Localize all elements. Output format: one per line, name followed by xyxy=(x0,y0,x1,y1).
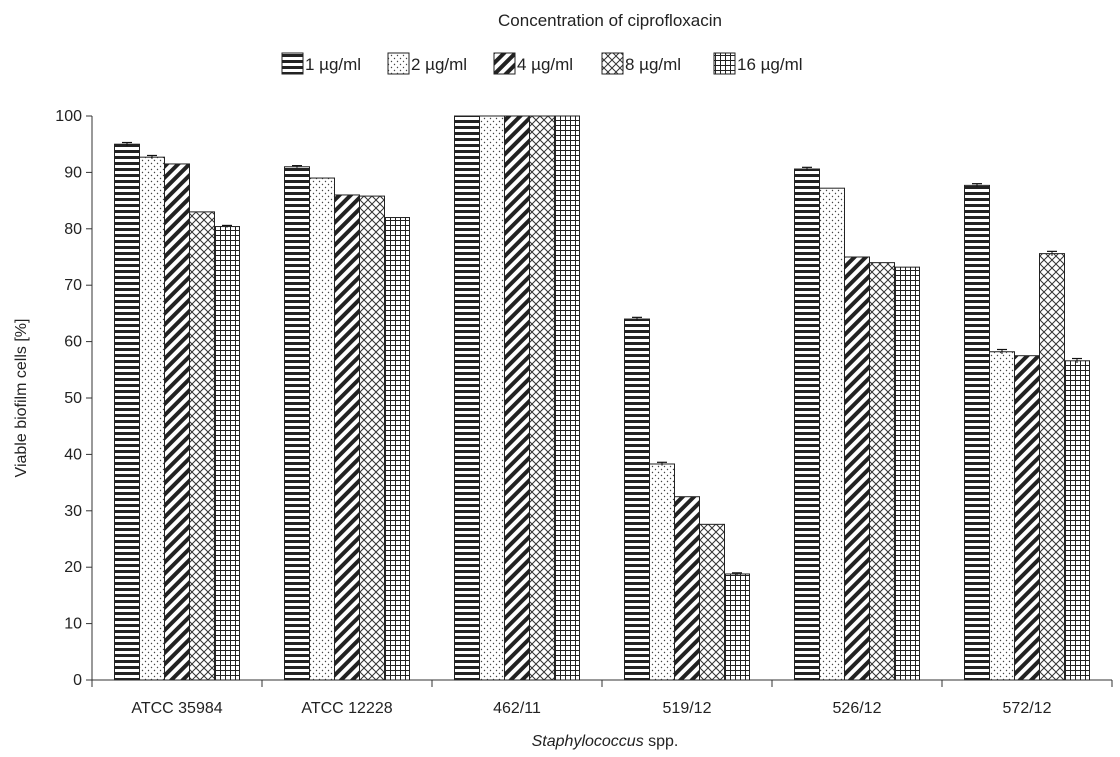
bar-5-5 xyxy=(894,266,920,681)
y-axis-title: Viable biofilm cells [%] xyxy=(13,319,30,478)
legend-label-1: 1 µg/ml xyxy=(305,55,361,74)
bar-4-4 xyxy=(699,523,725,681)
bars xyxy=(114,115,1090,681)
bar-4-1 xyxy=(624,318,650,681)
x-tick-label-4: 519/12 xyxy=(663,700,712,717)
legend-swatch-3 xyxy=(493,52,516,75)
legend-label-5: 16 µg/ml xyxy=(737,55,803,74)
y-tick-label-70: 70 xyxy=(64,277,82,294)
bar-5-2 xyxy=(819,187,845,681)
bar-1-5 xyxy=(214,226,240,681)
legend-label-3: 4 µg/ml xyxy=(517,55,573,74)
x-tick-label-5: 526/12 xyxy=(833,700,882,717)
bar-6-3 xyxy=(1014,355,1040,681)
bar-6-5 xyxy=(1064,360,1090,681)
bar-5-1 xyxy=(794,168,820,681)
bar-2-5 xyxy=(384,217,410,681)
legend-title: Concentration of ciprofloxacin xyxy=(498,11,722,30)
x-axis-title-rest: spp. xyxy=(644,733,679,750)
bar-3-3 xyxy=(504,115,530,681)
legend-swatch-2 xyxy=(387,52,410,75)
bar-2-2 xyxy=(309,177,335,681)
x-tick-label-3: 462/11 xyxy=(493,700,541,717)
bar-4-5 xyxy=(724,573,750,681)
bar-1-3 xyxy=(164,163,190,681)
bar-4-3 xyxy=(674,496,700,681)
bar-2-4 xyxy=(359,195,385,681)
x-tick-label-2: ATCC 12228 xyxy=(301,700,392,717)
y-tick-label-10: 10 xyxy=(64,616,82,633)
legend-label-4: 8 µg/ml xyxy=(625,55,681,74)
bar-3-2 xyxy=(479,115,505,681)
bar-4-2 xyxy=(649,463,675,681)
bar-5-3 xyxy=(844,256,870,681)
bar-2-1 xyxy=(284,166,310,681)
y-tick-label-20: 20 xyxy=(64,559,82,576)
bar-6-2 xyxy=(989,351,1015,681)
bar-3-1 xyxy=(454,115,480,681)
legend-swatch-4 xyxy=(601,52,624,75)
x-axis-title: Staphylococcus spp. xyxy=(532,733,679,750)
y-tick-label-40: 40 xyxy=(64,446,82,463)
y-tick-label-60: 60 xyxy=(64,334,82,351)
legend-swatch-5 xyxy=(713,52,736,75)
legend-label-2: 2 µg/ml xyxy=(411,55,467,74)
bar-3-4 xyxy=(529,115,555,681)
y-tick-label-80: 80 xyxy=(64,221,82,238)
bar-6-1 xyxy=(964,184,990,681)
legend: 1 µg/ml 2 µg/ml 4 µg/ml 8 µg/ml 16 µg/ml xyxy=(281,52,803,75)
axes: 0 10 20 30 40 50 60 70 80 90 100 ATCC 35984 ATCC 122… xyxy=(55,108,1113,717)
legend-swatch-1 xyxy=(281,52,304,75)
x-tick-label-1: ATCC 35984 xyxy=(131,700,222,717)
bar-1-1 xyxy=(114,143,140,681)
x-axis-title-italic: Staphylococcus xyxy=(532,733,644,750)
y-tick-label-90: 90 xyxy=(64,164,82,181)
bar-1-2 xyxy=(139,156,165,681)
bar-1-4 xyxy=(189,211,215,681)
y-tick-label-50: 50 xyxy=(64,390,82,407)
y-tick-label-30: 30 xyxy=(64,503,82,520)
x-tick-label-6: 572/12 xyxy=(1003,700,1052,717)
bar-2-3 xyxy=(334,194,360,681)
bar-5-4 xyxy=(869,262,895,681)
y-tick-label-0: 0 xyxy=(73,672,82,689)
bar-6-4 xyxy=(1039,253,1065,681)
bar-3-5 xyxy=(554,115,580,681)
y-tick-label-100: 100 xyxy=(55,108,82,125)
